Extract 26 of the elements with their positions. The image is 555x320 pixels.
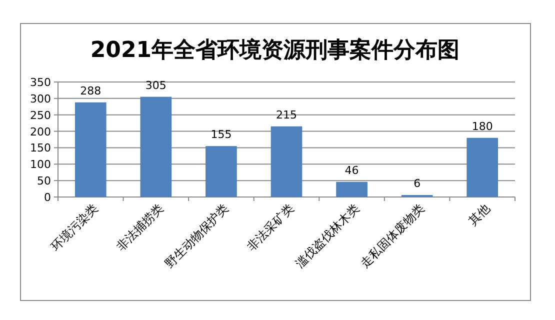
y-tick-label: 300 bbox=[30, 92, 51, 106]
y-tick-label: 200 bbox=[30, 125, 51, 138]
chart-title: 2021年全省环境资源刑事案件分布图 bbox=[90, 37, 460, 63]
y-tick-label: 100 bbox=[30, 158, 51, 172]
bar bbox=[336, 182, 368, 197]
x-tick-label: 其他 bbox=[466, 201, 492, 228]
y-tick-label: 150 bbox=[30, 142, 51, 155]
data-label: 288 bbox=[80, 84, 102, 98]
y-tick-label: 50 bbox=[37, 174, 51, 188]
data-label: 180 bbox=[472, 120, 493, 133]
bar bbox=[206, 146, 237, 197]
data-label: 6 bbox=[414, 177, 421, 190]
x-tick-label: 非法捕捞类 bbox=[114, 201, 166, 254]
y-tick-label: 350 bbox=[30, 76, 51, 89]
data-label: 46 bbox=[344, 164, 359, 177]
x-tick-label: 环境污染类 bbox=[48, 201, 101, 254]
y-tick-label: 250 bbox=[30, 108, 51, 122]
data-label: 305 bbox=[145, 78, 166, 92]
bar bbox=[270, 126, 302, 197]
y-tick-label: 0 bbox=[44, 191, 51, 204]
data-label: 155 bbox=[210, 128, 232, 142]
bar bbox=[140, 96, 172, 197]
bar bbox=[466, 138, 498, 197]
x-tick-label: 非法采矿类 bbox=[244, 201, 297, 254]
data-label: 215 bbox=[276, 108, 297, 122]
bar bbox=[74, 102, 106, 197]
